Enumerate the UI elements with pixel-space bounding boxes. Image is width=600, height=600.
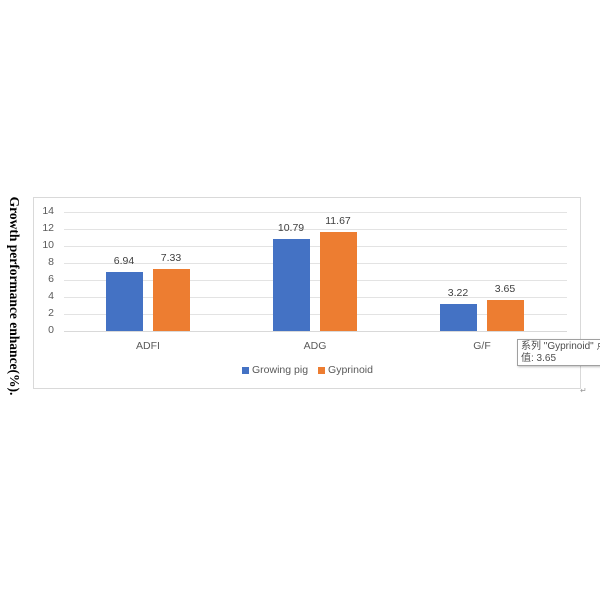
legend-label-growing-pig: Growing pig — [252, 364, 309, 376]
legend-item-gyprinoid[interactable]: Gyprinoid — [318, 364, 373, 376]
bar-growing-pig-adg[interactable] — [273, 239, 310, 331]
paragraph-mark-icon: ↵ — [580, 386, 587, 395]
tooltip-series-line: 系列 "Gyprinoid" 点 — [521, 341, 600, 352]
legend-swatch-blue-icon — [242, 366, 249, 374]
tooltip-value-line: 值: 3.65 — [521, 353, 557, 364]
data-point-tooltip: 系列 "Gyprinoid" 点 值: 3.65 — [517, 339, 600, 366]
legend-item-growing-pig[interactable]: Growing pig — [242, 364, 308, 376]
y-axis-title-container: Growth performance enhance(%). — [3, 196, 25, 396]
y-axis-title: Growth performance enhance(%). — [7, 196, 22, 396]
bar-gyprinoid-gf[interactable] — [487, 300, 524, 331]
legend-label-gyprinoid: Gyprinoid — [328, 364, 373, 376]
bar-growing-pig-adfi[interactable] — [106, 272, 143, 331]
legend-swatch-orange-icon — [318, 366, 326, 374]
bar-growing-pig-gf[interactable] — [440, 304, 477, 331]
legend: Growing pig Gyprinoid — [242, 364, 373, 376]
bar-gyprinoid-adfi[interactable] — [153, 269, 190, 331]
bar-gyprinoid-adg[interactable] — [320, 232, 357, 331]
